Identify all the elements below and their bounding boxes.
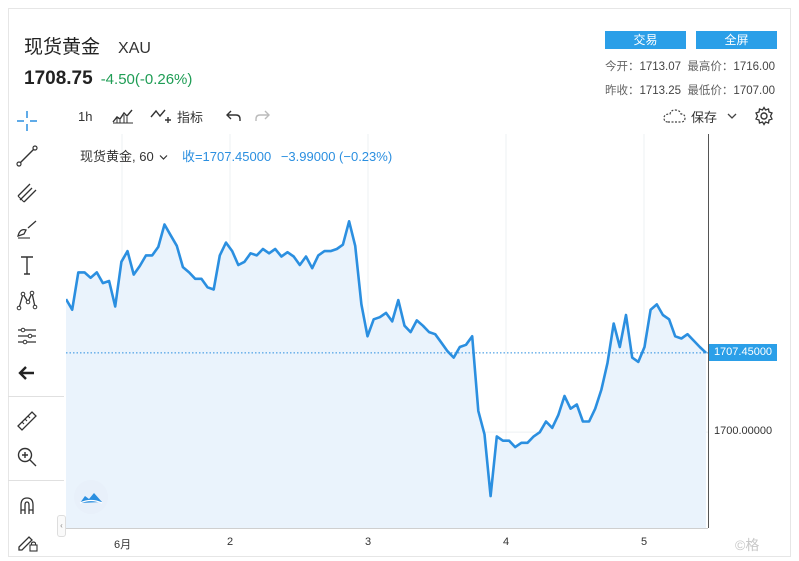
text-icon <box>21 256 33 275</box>
price-area-fill <box>66 221 706 528</box>
cloud-icon <box>663 109 686 123</box>
crosshair-icon <box>17 111 37 131</box>
chart-legend: 现货黄金, 60 收=1707.45000 −3.99000 (−0.23%) <box>80 146 392 165</box>
sidebar-divider <box>8 396 64 397</box>
x-tick-label: 4 <box>503 536 510 548</box>
collapse-sidebar-tab[interactable]: ‹ <box>57 515 66 537</box>
chart-toolbar: 1h 指标 保存 <box>66 104 786 128</box>
instrument-header: 现货黄金 XAU <box>24 32 151 59</box>
crosshair-tool[interactable] <box>14 108 40 134</box>
watermark: ©格 <box>735 537 760 553</box>
y-tick-label: 1700.00000 <box>714 425 773 438</box>
zoom-tool[interactable] <box>14 444 40 470</box>
fib-icon <box>17 183 37 203</box>
ruler-icon <box>17 411 37 431</box>
price-line <box>66 220 707 498</box>
instrument-name: 现货黄金 <box>24 37 101 58</box>
x-tick-label: 5 <box>641 536 648 548</box>
pattern-icon <box>16 290 38 311</box>
indicators-label: 指标 <box>177 109 204 125</box>
redo-button[interactable] <box>254 104 270 128</box>
price-change: -4.50(-0.26%) <box>100 71 193 88</box>
prev-close-label: 昨收： <box>604 85 640 97</box>
price-chart[interactable] <box>66 134 708 528</box>
fib-tool[interactable] <box>14 180 40 206</box>
undo-button[interactable] <box>226 104 242 128</box>
interval-label: 1h <box>78 108 93 124</box>
fullscreen-button[interactable]: 全屏 <box>696 31 777 49</box>
chevron-down-icon[interactable] <box>159 154 168 161</box>
gear-icon <box>755 106 773 126</box>
high-value: 1716.00 <box>733 61 775 73</box>
open-value: 1713.07 <box>639 61 682 73</box>
settings-button[interactable] <box>754 104 774 128</box>
stats-row-2: 昨收：1713.25 最低价：1707.00 <box>605 82 775 98</box>
pattern-tool[interactable] <box>14 287 40 313</box>
indicators-button[interactable]: 指标 <box>150 104 203 128</box>
arrow-left-icon <box>18 366 34 380</box>
trend-line-tool[interactable] <box>14 143 40 169</box>
last-price: 1708.75 <box>24 68 93 89</box>
brush-icon <box>17 220 37 239</box>
zoom-in-icon <box>17 447 37 467</box>
measure-tool[interactable] <box>14 323 40 349</box>
sidebar-divider-2 <box>8 480 64 481</box>
open-label: 今开： <box>604 61 640 73</box>
high-label: 最高价： <box>687 61 734 73</box>
undo-icon <box>226 110 241 121</box>
chevron-down-icon <box>727 113 737 119</box>
x-tick-label: 2 <box>227 536 234 548</box>
brush-tool[interactable] <box>14 216 40 242</box>
measure-icon <box>18 327 36 345</box>
redo-icon <box>255 110 270 121</box>
instrument-code: XAU <box>118 40 151 57</box>
low-label: 最低价： <box>687 85 734 97</box>
wave-logo-icon <box>79 493 103 504</box>
chart-type-icon <box>112 109 133 124</box>
text-tool[interactable] <box>14 252 40 278</box>
legend-symbol: 现货黄金, 60 <box>80 149 154 164</box>
indicators-icon <box>150 109 171 123</box>
price-row: 1708.75 -4.50(-0.26%) <box>24 68 192 90</box>
magnet-icon <box>20 497 34 514</box>
y-axis-line <box>708 134 709 528</box>
ruler-tool[interactable] <box>14 408 40 434</box>
logo-badge[interactable] <box>74 480 108 514</box>
save-label: 保存 <box>691 109 718 125</box>
lock-drawings-tool[interactable] <box>14 528 40 554</box>
magnet-tool[interactable] <box>14 493 40 519</box>
chart-type-button[interactable] <box>112 104 134 128</box>
pencil-lock-icon <box>18 536 38 552</box>
save-button[interactable]: 保存 <box>662 104 737 128</box>
back-tool[interactable] <box>14 360 40 386</box>
x-tick-label: 3 <box>365 536 372 548</box>
legend-close: 收=1707.45000 <box>181 149 272 164</box>
interval-selector[interactable]: 1h <box>78 104 92 128</box>
x-axis-line <box>66 528 708 529</box>
trend-line-icon <box>16 145 38 167</box>
trade-button[interactable]: 交易 <box>605 31 686 49</box>
legend-change: −3.99000 (−0.23%) <box>280 149 393 164</box>
prev-close-value: 1713.25 <box>639 85 682 97</box>
last-price-tag: 1707.45000 <box>709 343 777 361</box>
low-value: 1707.00 <box>733 85 775 97</box>
stats-row-1: 今开：1713.07 最高价：1716.00 <box>605 58 775 74</box>
x-tick-label: 6月 <box>114 539 132 551</box>
